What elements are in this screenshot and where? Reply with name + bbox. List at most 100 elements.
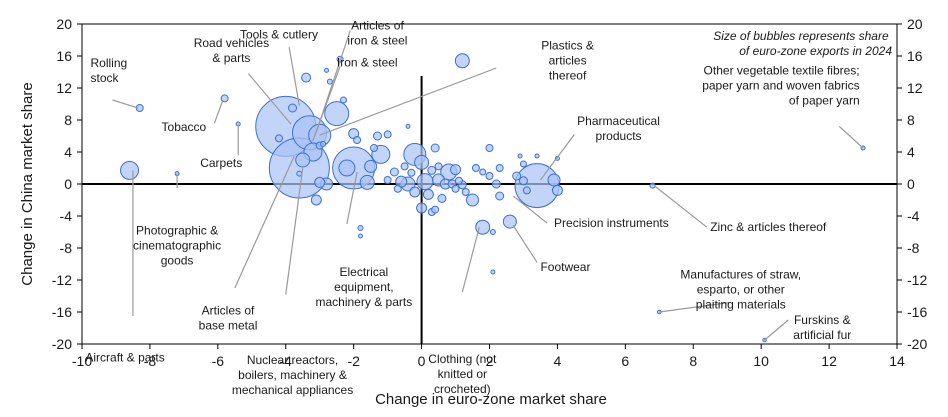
x-tick-label: 4 <box>554 353 562 369</box>
bubble-point <box>517 153 523 159</box>
annotation-label: Rolling stock <box>90 56 127 85</box>
annotation-line: Furskins & <box>794 313 851 327</box>
y-tick-label-left: -12 <box>52 272 72 288</box>
y-tick-label-left: 0 <box>64 176 72 192</box>
leader-line <box>285 167 304 295</box>
annotation-line: Aircraft & parts <box>85 351 164 365</box>
bubble-point <box>295 152 311 168</box>
annotation-label: Nuclear reactors, boilers, machinery & mec… <box>232 353 353 397</box>
annotation-label: Iron & steel <box>337 55 398 69</box>
bubble-point <box>454 176 463 185</box>
bubble-point <box>383 130 392 139</box>
y-tick-label-left: 16 <box>56 48 72 64</box>
annotation-line: Plastics & <box>541 39 594 53</box>
bubble-point <box>400 162 409 171</box>
y-tick-label-right: -12 <box>907 272 927 288</box>
y-tick-label-left: -4 <box>60 208 73 224</box>
bubble-point <box>370 144 379 152</box>
bubble-point <box>296 170 303 177</box>
leader-line <box>539 134 575 181</box>
bubble-point <box>427 165 437 175</box>
bubble-point <box>416 202 428 214</box>
y-tick-label-right: -4 <box>907 208 920 224</box>
bubble-point <box>450 164 462 176</box>
bubble-point <box>414 154 430 170</box>
annotation-line: & parts <box>212 51 250 65</box>
annotation-line: mechanical appliances <box>232 383 353 397</box>
bubble-point <box>430 143 440 153</box>
bubble-point <box>310 194 322 206</box>
bubble-point <box>339 96 347 104</box>
bubble-point <box>357 233 363 239</box>
bubble-point <box>393 184 402 193</box>
annotation-line: Carpets <box>200 156 242 170</box>
annotation-label: Precision instruments <box>554 216 669 230</box>
annotation-label: Other vegetable textile fibres; paper yar… <box>702 63 859 107</box>
annotation-line: products <box>596 129 642 143</box>
bubble-point <box>461 188 470 196</box>
bubble-point <box>491 179 501 189</box>
bubble-point <box>409 186 421 198</box>
bubble-size-note-line: of euro-zone exports in 2024 <box>739 44 892 58</box>
annotation-label: Tobacco <box>162 120 207 134</box>
bubble-point <box>383 176 392 184</box>
leader-line <box>512 225 538 263</box>
annotation-line: Articles of <box>202 303 255 317</box>
annotation-label: Articles of base metal <box>199 303 258 332</box>
annotation-line: Nuclear reactors, <box>247 353 338 367</box>
annotation-line: paper yarn and woven fabrics <box>702 78 859 92</box>
annotation-label: Aircraft & parts <box>85 351 164 365</box>
x-tick-label: 10 <box>753 353 769 369</box>
bubble-point <box>551 184 563 196</box>
x-tick-label: 14 <box>889 353 905 369</box>
annotation-line: Iron & steel <box>337 55 398 69</box>
annotation-line: Zinc & articles thereof <box>710 220 827 234</box>
bubble-point <box>534 153 540 159</box>
bubble-point <box>314 176 326 188</box>
y-tick-label-right: 8 <box>907 112 915 128</box>
bubble-point <box>512 171 522 181</box>
bubble-point <box>475 219 491 235</box>
bubble-point <box>454 53 470 69</box>
annotation-line: esparto, or other <box>697 282 785 296</box>
annotation-label: Zinc & articles thereof <box>710 220 827 234</box>
y-tick-label-left: 20 <box>56 16 72 32</box>
leader-line <box>247 73 292 125</box>
leader-line <box>461 227 480 293</box>
y-tick-label-left: -16 <box>52 304 72 320</box>
annotation-label: Manufactures of straw, esparto, or other p… <box>680 267 801 311</box>
bubble-point <box>431 205 440 214</box>
annotation-line: Clothing (not <box>428 352 497 366</box>
annotation-line: Tobacco <box>162 120 207 134</box>
annotation-line: equipment, <box>334 280 393 294</box>
bubbles <box>120 53 866 343</box>
annotation-label: Carpets <box>200 156 242 170</box>
bubble-point <box>422 188 434 200</box>
x-tick-label: 0 <box>418 353 426 369</box>
x-tick-label: -10 <box>72 353 92 369</box>
leader-line <box>234 155 295 289</box>
y-tick-label-left: 12 <box>56 80 72 96</box>
bubble-point <box>389 167 399 177</box>
bubble-point <box>485 144 494 152</box>
bubble-point <box>502 214 517 229</box>
annotation-label: Pharmaceutical products <box>577 114 660 143</box>
bubble-point <box>495 191 505 201</box>
annotation-label: Footwear <box>540 260 590 274</box>
bubble-point <box>407 168 416 177</box>
bubble-point <box>451 184 460 193</box>
annotation-line: Manufactures of straw, <box>680 267 801 281</box>
bubble-point <box>120 160 140 180</box>
x-tick-label: 12 <box>821 353 837 369</box>
x-tick-label: -4 <box>280 353 293 369</box>
bubble-point <box>485 172 494 180</box>
y-tick-label-left: 8 <box>64 112 72 128</box>
bubble-point <box>353 136 362 144</box>
y-tick-label-left: -20 <box>52 336 72 352</box>
annotation-line: Photographic & <box>136 223 218 237</box>
annotation-label: Electrical equipment, machinery & parts <box>316 265 413 309</box>
annotation-label: Furskins & artificial fur <box>793 313 851 342</box>
annotation-label: Photographic & cinematographic goods <box>133 223 221 267</box>
y-tick-label-right: -8 <box>907 240 920 256</box>
